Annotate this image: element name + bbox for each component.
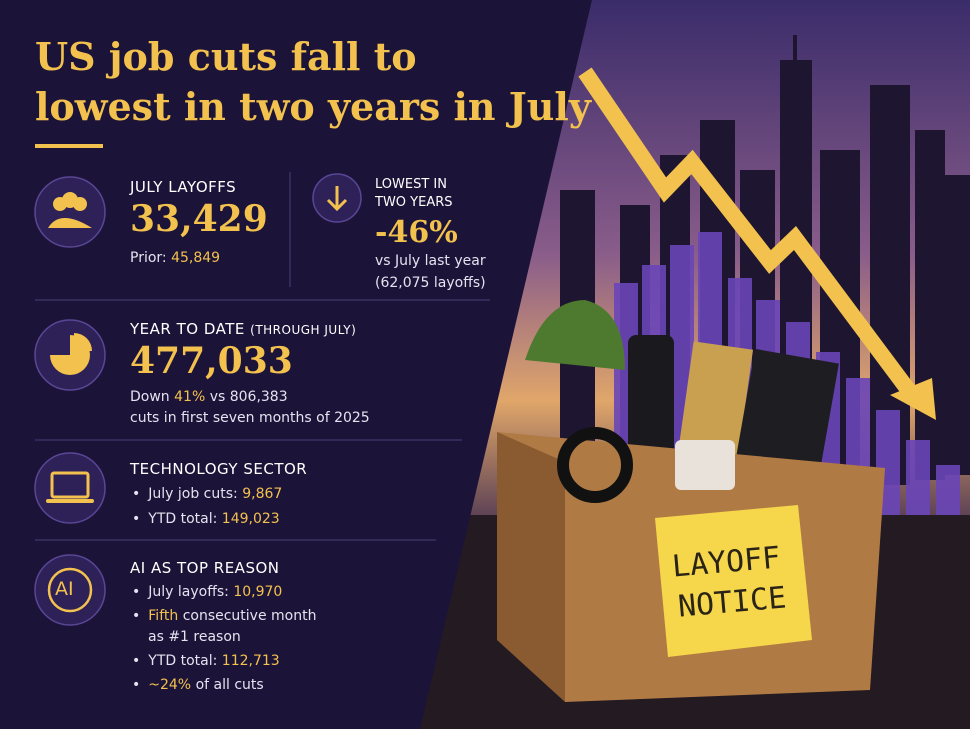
stat-value: -46% bbox=[375, 215, 458, 250]
bullet-highlight: Fifth bbox=[148, 608, 179, 624]
icons bbox=[46, 186, 348, 613]
title-line: US job cuts fall to bbox=[35, 34, 417, 79]
mug bbox=[675, 440, 735, 490]
ytd-label-note: (THROUGH JULY) bbox=[250, 323, 357, 337]
trend-arrow bbox=[578, 67, 919, 400]
ai-icon-text: AI bbox=[55, 578, 74, 600]
text: Down bbox=[130, 389, 170, 405]
bullet: YTD total: 112,713 bbox=[132, 653, 280, 669]
stat-note: vs July last year bbox=[375, 253, 486, 269]
arrow-head bbox=[890, 378, 936, 420]
section-label: AI AS TOP REASON bbox=[130, 559, 280, 577]
section-label: TECHNOLOGY SECTOR bbox=[130, 460, 308, 478]
ytd-value: 477,033 bbox=[130, 340, 293, 382]
bullet-text: consecutive month bbox=[182, 608, 317, 624]
ytd-label: YEAR TO DATE (THROUGH JULY) bbox=[130, 320, 356, 338]
prior: Prior: 45,849 bbox=[130, 250, 220, 266]
stat-label: LOWEST IN bbox=[375, 177, 447, 192]
stat-label: JULY LAYOFFS bbox=[130, 178, 237, 196]
bottle bbox=[628, 335, 674, 475]
ytd-line: Down 41% vs 806,383 bbox=[130, 389, 288, 405]
headphones bbox=[557, 427, 633, 503]
bullet-value: 9,867 bbox=[242, 486, 283, 502]
stat-label: TWO YEARS bbox=[375, 195, 453, 210]
bullet: Fifth consecutive month bbox=[132, 608, 316, 624]
bullet: July layoffs: 10,970 bbox=[132, 584, 282, 600]
bullet-label: July layoffs: bbox=[148, 584, 229, 600]
title-underline bbox=[35, 144, 103, 148]
bullet-highlight: ~24% bbox=[148, 677, 192, 693]
highlight: 41% bbox=[174, 389, 206, 405]
ytd-line: cuts in first seven months of 2025 bbox=[130, 410, 370, 426]
bullet-text: as #1 reason bbox=[148, 629, 241, 645]
bullet-label: YTD total: bbox=[148, 653, 218, 669]
prior-value: 45,849 bbox=[171, 250, 221, 266]
stat-note: (62,075 layoffs) bbox=[375, 275, 486, 291]
bullet-value: 112,713 bbox=[221, 653, 280, 669]
bullet-label: YTD total: bbox=[148, 511, 218, 527]
stat-value: 33,429 bbox=[130, 198, 268, 240]
bullet-label: July job cuts: bbox=[148, 486, 238, 502]
panel bbox=[0, 0, 592, 729]
title-line: lowest in two years in July bbox=[35, 84, 591, 129]
bullet-value: 149,023 bbox=[221, 511, 280, 527]
bullet-value: 10,970 bbox=[233, 584, 283, 600]
text: vs 806,383 bbox=[209, 389, 288, 405]
prior-label: Prior: bbox=[130, 250, 167, 266]
bullet: ~24% of all cuts bbox=[132, 677, 264, 693]
sticky-note bbox=[655, 505, 812, 657]
bullet: YTD total: 149,023 bbox=[132, 511, 280, 527]
dividers bbox=[35, 172, 490, 541]
bullet-text: of all cuts bbox=[195, 677, 264, 693]
ytd-label-main: YEAR TO DATE bbox=[130, 320, 245, 338]
bullet: July job cuts: 9,867 bbox=[132, 486, 282, 502]
plant bbox=[525, 300, 625, 370]
